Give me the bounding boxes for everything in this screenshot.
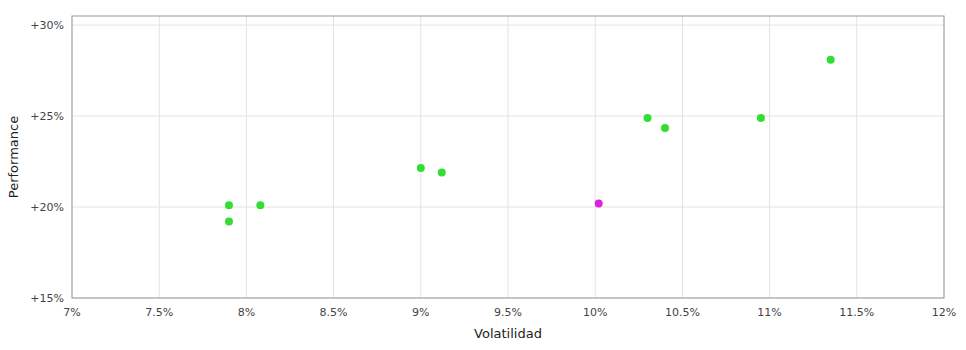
x-tick-label: 12%	[932, 306, 956, 319]
x-tick-label: 10.5%	[665, 306, 700, 319]
scatter-point	[757, 114, 765, 122]
y-tick-label: +25%	[30, 110, 64, 123]
series	[595, 199, 603, 207]
x-grid-line	[595, 16, 596, 298]
axes: 7% 7.5% 8% 8.5% 9% 9.5% 10% 10.5% 11% 11.5% 12% +15…	[6, 16, 956, 341]
y-tick-label: +15%	[30, 292, 64, 305]
x-tick-label: 8.5%	[320, 306, 348, 319]
scatter-point	[644, 114, 652, 122]
plot-frame	[72, 16, 944, 298]
x-tick-label: 9%	[412, 306, 429, 319]
x-grid-line	[159, 16, 160, 298]
scatter-point	[661, 124, 669, 132]
x-tick-label: 7.5%	[145, 306, 173, 319]
x-grid-line	[333, 16, 334, 298]
x-grid-line	[246, 16, 247, 298]
scatter-point	[417, 164, 425, 172]
scatter-point	[256, 201, 264, 209]
x-grid-line	[508, 16, 509, 298]
x-grid-line	[420, 16, 421, 298]
points	[225, 56, 835, 226]
y-grid-line	[72, 116, 944, 117]
x-grid-line	[682, 16, 683, 298]
scatter-point	[225, 201, 233, 209]
chart: 7% 7.5% 8% 8.5% 9% 9.5% 10% 10.5% 11% 11.5% 12% +15…	[0, 0, 966, 350]
x-tick-label: 7%	[63, 306, 80, 319]
x-grid-line	[856, 16, 857, 298]
scatter-point	[225, 218, 233, 226]
x-axis-label: Volatilidad	[474, 326, 542, 341]
scatter-point	[827, 56, 835, 64]
x-tick-label: 11.5%	[839, 306, 874, 319]
scatter-point	[438, 168, 446, 176]
grid	[72, 16, 944, 298]
x-tick-label: 11%	[757, 306, 781, 319]
x-tick-label: 10%	[583, 306, 607, 319]
y-tick-label: +30%	[30, 19, 64, 32]
scatter-point	[595, 199, 603, 207]
y-grid-line	[72, 207, 944, 208]
y-tick-label: +20%	[30, 201, 64, 214]
y-grid-line	[72, 25, 944, 26]
series	[225, 56, 835, 226]
x-grid-line	[769, 16, 770, 298]
y-axis-label: Performance	[6, 116, 21, 198]
chart-container: 7% 7.5% 8% 8.5% 9% 9.5% 10% 10.5% 11% 11.5% 12% +15…	[0, 0, 966, 350]
x-tick-label: 8%	[238, 306, 255, 319]
x-tick-label: 9.5%	[494, 306, 522, 319]
